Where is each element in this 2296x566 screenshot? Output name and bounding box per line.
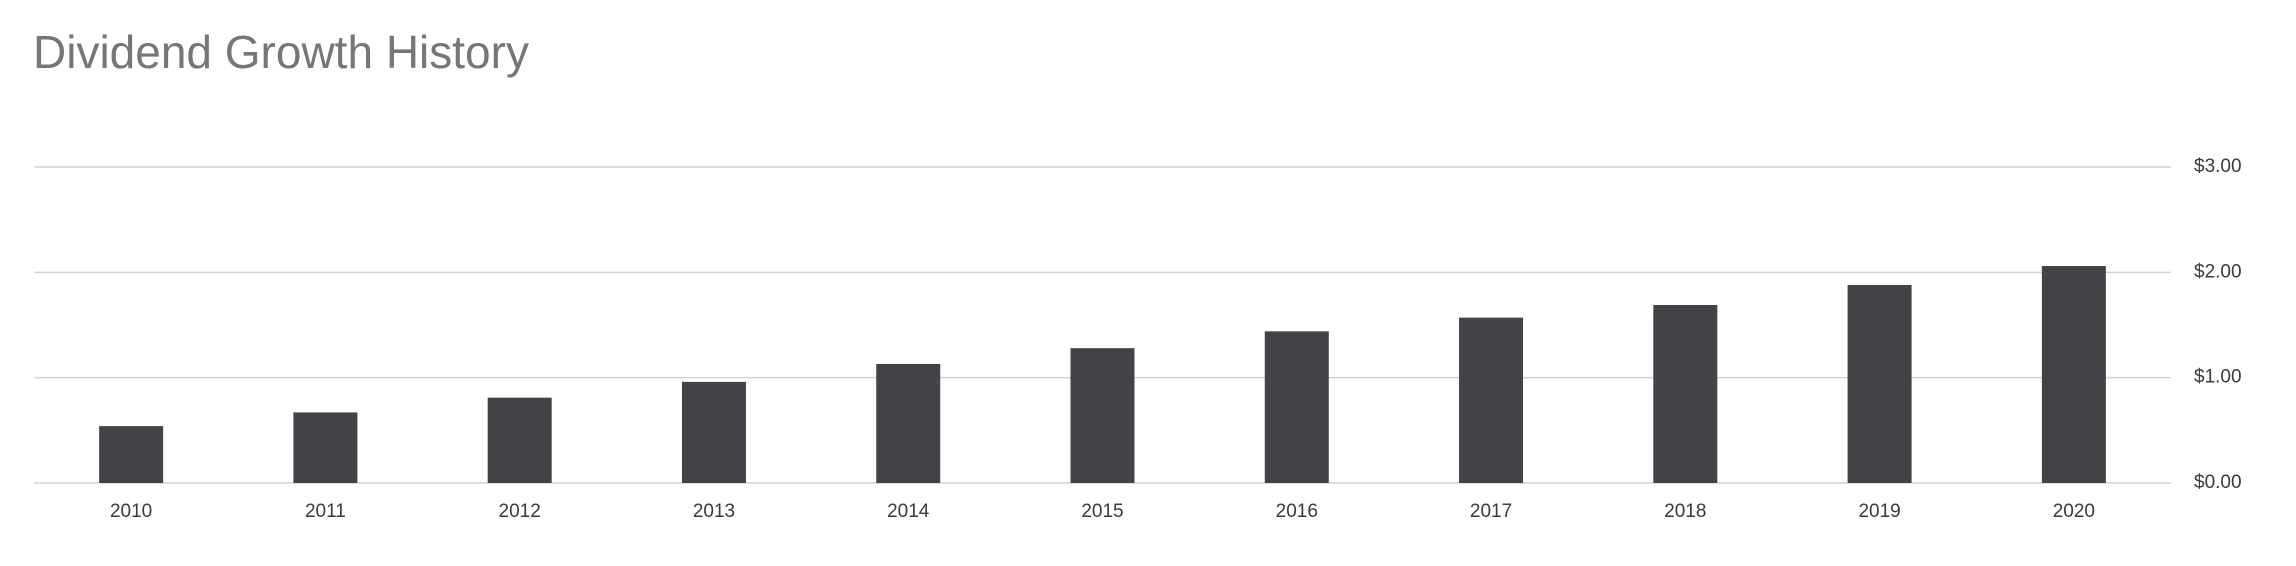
x-tick-label: 2019 xyxy=(1858,501,1900,522)
bar xyxy=(99,426,164,483)
x-tick-label: 2013 xyxy=(693,501,735,522)
y-tick-label: $0.00 xyxy=(2194,472,2242,493)
y-tick-label: $2.00 xyxy=(2194,261,2242,282)
x-tick-label: 2016 xyxy=(1276,501,1318,522)
bar xyxy=(1459,317,1524,483)
bar xyxy=(487,397,552,483)
bar xyxy=(1264,331,1329,483)
x-tick-label: 2011 xyxy=(305,501,346,522)
x-tick-label: 2012 xyxy=(499,501,541,522)
bar xyxy=(876,363,941,483)
x-tick-label: 2018 xyxy=(1664,501,1706,522)
y-tick-label: $3.00 xyxy=(2194,156,2242,177)
x-tick-label: 2010 xyxy=(110,501,152,522)
bar xyxy=(1847,284,1912,483)
bar xyxy=(1070,348,1135,483)
chart-title: Dividend Growth History xyxy=(33,26,529,78)
x-tick-label: 2014 xyxy=(887,501,930,522)
x-tick-label: 2020 xyxy=(2053,501,2095,522)
bar xyxy=(293,412,358,483)
x-tick-label: 2017 xyxy=(1470,501,1512,522)
bar xyxy=(2041,266,2106,483)
bar xyxy=(681,381,746,483)
y-tick-label: $1.00 xyxy=(2194,367,2242,388)
x-tick-label: 2015 xyxy=(1081,501,1123,522)
bar xyxy=(1653,304,1718,483)
